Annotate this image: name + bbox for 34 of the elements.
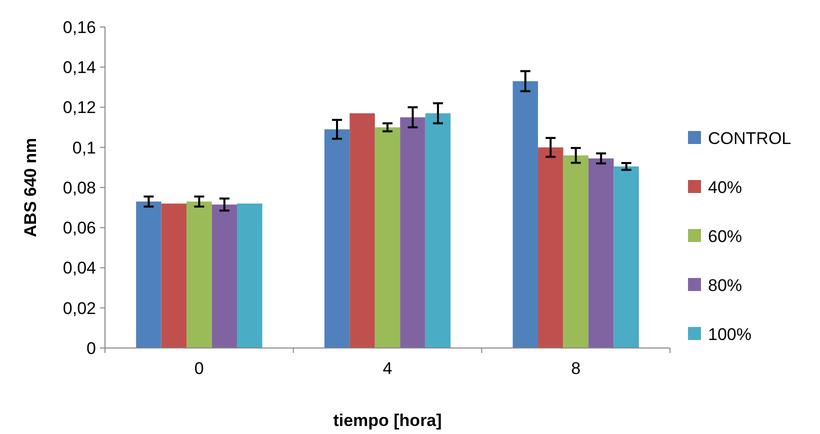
bar [136, 202, 162, 348]
x-tick-label: 8 [571, 359, 581, 378]
bar [614, 166, 639, 348]
legend-label: 40% [708, 178, 742, 197]
bar [212, 204, 238, 348]
bar [186, 202, 212, 348]
legend-label: 60% [708, 226, 742, 246]
bar [324, 129, 350, 348]
y-tick-label: 0 [86, 338, 96, 358]
legend-label: 100% [708, 324, 752, 344]
bar [512, 81, 538, 348]
bar [538, 147, 564, 348]
bar [400, 117, 426, 348]
legend-label: 80% [708, 276, 742, 295]
y-tick-label: 0,12 [62, 98, 96, 118]
legend-label: CONTROL [708, 128, 792, 148]
bar [563, 155, 588, 348]
y-tick-label: 0,1 [72, 138, 96, 158]
x-tick-label: 4 [382, 359, 392, 378]
y-tick-label: 0,04 [62, 258, 96, 278]
y-tick-label: 0,14 [62, 58, 96, 78]
y-tick-label: 0,02 [62, 298, 96, 318]
bar [374, 127, 400, 348]
y-tick-label: 0,06 [62, 218, 96, 238]
x-axis-title: tiempo [hora] [333, 411, 442, 430]
x-tick-label: 0 [194, 359, 204, 378]
bar [161, 204, 187, 348]
bar [588, 158, 614, 348]
y-tick-label: 0,08 [62, 178, 96, 198]
bar [237, 204, 262, 348]
y-axis-title: ABS 640 nm [21, 138, 40, 238]
bar [350, 113, 375, 348]
y-tick-label: 0,16 [62, 18, 96, 37]
bar [425, 113, 451, 348]
